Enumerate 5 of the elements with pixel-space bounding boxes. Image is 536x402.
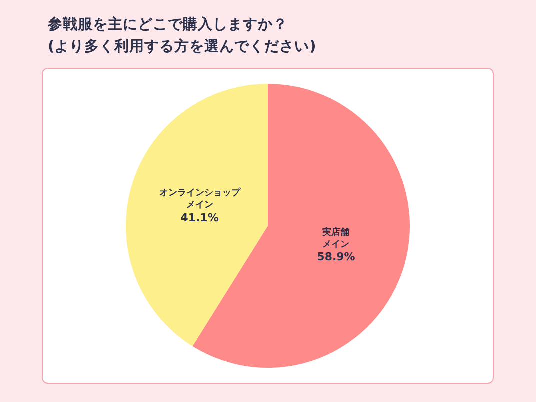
slice-label: オンラインショップメイン (159, 188, 242, 211)
chart-title: 参戦服を主にどこで購入しますか？ (より多く利用する方を選んでください) (48, 15, 316, 57)
slice-label: 実店舗メイン (322, 226, 350, 250)
data-label: 58.9% (317, 250, 356, 264)
data-label: 41.1% (180, 211, 219, 224)
